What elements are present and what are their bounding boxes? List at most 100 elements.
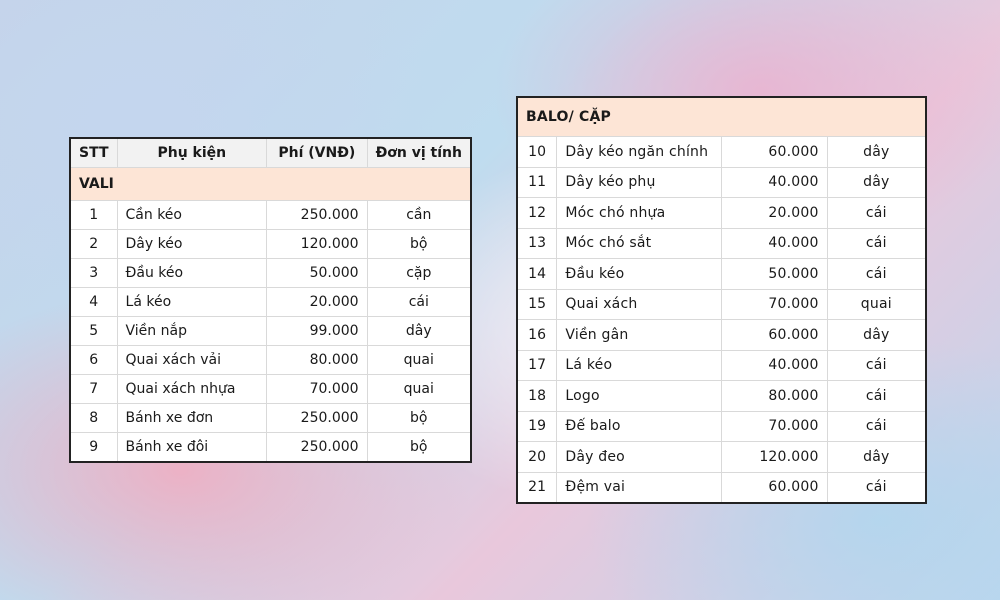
cell-fee: 20.000: [721, 197, 828, 229]
cell-accessory: Quai xách: [556, 288, 723, 320]
cell-fee: 40.000: [721, 166, 828, 198]
cell-stt: 15: [516, 288, 558, 320]
cell-stt: 19: [516, 410, 558, 442]
cell-accessory: Bánh xe đôi: [116, 432, 268, 463]
cell-fee: 80.000: [266, 345, 368, 375]
cell-fee: 80.000: [721, 380, 828, 412]
table-row: 9 Bánh xe đôi 250.000 bộ: [69, 432, 472, 463]
cell-fee: 60.000: [721, 471, 828, 504]
table-row: 8 Bánh xe đơn 250.000 bộ: [69, 403, 472, 433]
cell-accessory: Viền gân: [556, 319, 723, 351]
section-title: VALI: [69, 167, 472, 201]
cell-unit: cái: [826, 197, 927, 229]
cell-accessory: Quai xách vải: [116, 345, 268, 375]
cell-fee: 60.000: [721, 136, 828, 168]
cell-stt: 14: [516, 258, 558, 290]
cell-accessory: Quai xách nhựa: [116, 374, 268, 404]
cell-unit: cái: [826, 410, 927, 442]
cell-unit: bộ: [366, 432, 472, 463]
cell-fee: 120.000: [266, 229, 368, 259]
table-row: 14 Đầu kéo 50.000 cái: [516, 258, 927, 290]
cell-stt: 16: [516, 319, 558, 351]
cell-stt: 6: [69, 345, 118, 375]
cell-fee: 250.000: [266, 403, 368, 433]
cell-accessory: Viền nắp: [116, 316, 268, 346]
table-row: 15 Quai xách 70.000 quai: [516, 288, 927, 320]
table-row: 12 Móc chó nhựa 20.000 cái: [516, 197, 927, 229]
table-row: 4 Lá kéo 20.000 cái: [69, 287, 472, 317]
cell-accessory: Logo: [556, 380, 723, 412]
cell-accessory: Đệm vai: [556, 471, 723, 504]
table-row: 1 Cần kéo 250.000 cần: [69, 200, 472, 230]
cell-fee: 50.000: [266, 258, 368, 288]
cell-unit: cái: [826, 349, 927, 381]
table-row: 17 Lá kéo 40.000 cái: [516, 349, 927, 381]
cell-unit: cái: [366, 287, 472, 317]
table-row: 18 Logo 80.000 cái: [516, 380, 927, 412]
cell-unit: cái: [826, 471, 927, 504]
cell-stt: 12: [516, 197, 558, 229]
cell-stt: 13: [516, 227, 558, 259]
cell-unit: cái: [826, 258, 927, 290]
cell-unit: cái: [826, 227, 927, 259]
table-row: 13 Móc chó sắt 40.000 cái: [516, 227, 927, 259]
cell-stt: 4: [69, 287, 118, 317]
table-row: 2 Dây kéo 120.000 bộ: [69, 229, 472, 259]
cell-stt: 10: [516, 136, 558, 168]
cell-stt: 21: [516, 471, 558, 504]
table-row: 21 Đệm vai 60.000 cái: [516, 471, 927, 504]
cell-fee: 70.000: [721, 288, 828, 320]
header-row: STT Phụ kiện Phí (VNĐ) Đơn vị tính: [69, 137, 472, 168]
cell-fee: 70.000: [266, 374, 368, 404]
cell-stt: 11: [516, 166, 558, 198]
cell-unit: quai: [366, 374, 472, 404]
cell-accessory: Lá kéo: [556, 349, 723, 381]
header-unit: Đơn vị tính: [366, 137, 472, 168]
cell-stt: 9: [69, 432, 118, 463]
cell-stt: 20: [516, 441, 558, 473]
table-row: 16 Viền gân 60.000 dây: [516, 319, 927, 351]
cell-unit: cái: [826, 380, 927, 412]
section-title: BALO/ CẶP: [516, 96, 927, 137]
cell-stt: 5: [69, 316, 118, 346]
cell-stt: 2: [69, 229, 118, 259]
table-row: 5 Viền nắp 99.000 dây: [69, 316, 472, 346]
cell-stt: 1: [69, 200, 118, 230]
cell-unit: cặp: [366, 258, 472, 288]
cell-accessory: Đế balo: [556, 410, 723, 442]
cell-accessory: Dây kéo phụ: [556, 166, 723, 198]
cell-unit: bộ: [366, 229, 472, 259]
section-row-vali: VALI: [69, 167, 472, 201]
cell-fee: 20.000: [266, 287, 368, 317]
table-row: 3 Đầu kéo 50.000 cặp: [69, 258, 472, 288]
cell-accessory: Móc chó nhựa: [556, 197, 723, 229]
cell-accessory: Đầu kéo: [556, 258, 723, 290]
table-row: 20 Dây đeo 120.000 dây: [516, 441, 927, 473]
cell-unit: dây: [826, 441, 927, 473]
cell-stt: 3: [69, 258, 118, 288]
cell-accessory: Cần kéo: [116, 200, 268, 230]
header-accessory: Phụ kiện: [116, 137, 268, 168]
cell-unit: dây: [826, 136, 927, 168]
cell-unit: cần: [366, 200, 472, 230]
balo-price-table: BALO/ CẶP 10 Dây kéo ngăn chính 60.000 dây 1…: [516, 96, 927, 504]
cell-unit: dây: [826, 166, 927, 198]
cell-stt: 8: [69, 403, 118, 433]
cell-unit: dây: [826, 319, 927, 351]
cell-fee: 250.000: [266, 432, 368, 463]
cell-stt: 17: [516, 349, 558, 381]
cell-fee: 50.000: [721, 258, 828, 290]
cell-fee: 250.000: [266, 200, 368, 230]
table-row: 10 Dây kéo ngăn chính 60.000 dây: [516, 136, 927, 168]
cell-accessory: Dây kéo ngăn chính: [556, 136, 723, 168]
cell-unit: dây: [366, 316, 472, 346]
table-row: 11 Dây kéo phụ 40.000 dây: [516, 166, 927, 198]
cell-stt: 18: [516, 380, 558, 412]
cell-unit: quai: [826, 288, 927, 320]
cell-accessory: Bánh xe đơn: [116, 403, 268, 433]
cell-stt: 7: [69, 374, 118, 404]
cell-accessory: Đầu kéo: [116, 258, 268, 288]
header-fee: Phí (VNĐ): [266, 137, 368, 168]
cell-accessory: Dây kéo: [116, 229, 268, 259]
cell-unit: quai: [366, 345, 472, 375]
